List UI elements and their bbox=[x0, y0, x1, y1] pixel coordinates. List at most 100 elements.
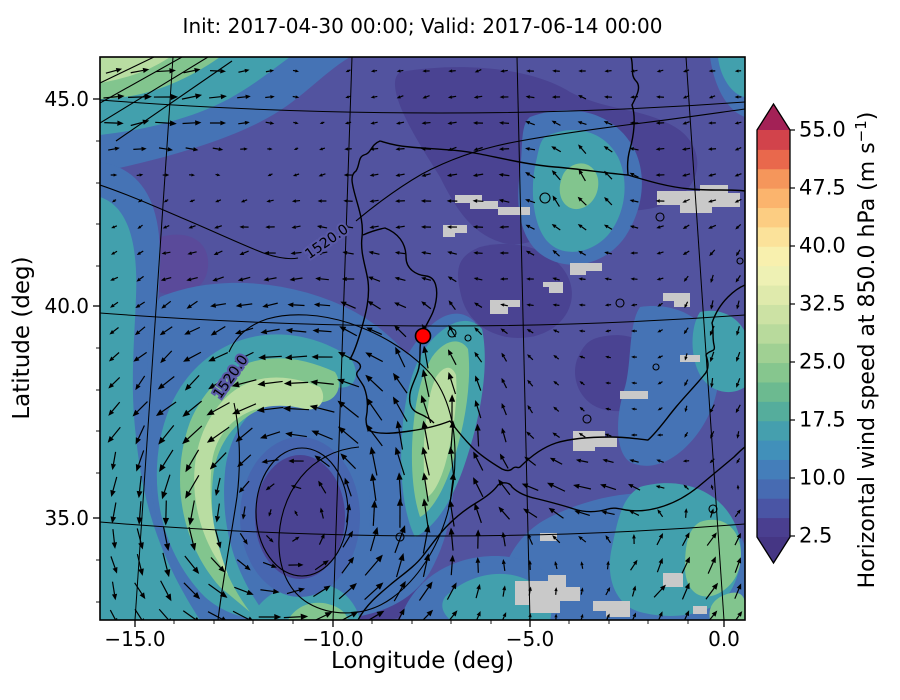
wind-arrow-head bbox=[395, 173, 400, 177]
wind-arrow-shaft bbox=[711, 173, 717, 176]
wind-arrow-shaft bbox=[686, 95, 690, 98]
wind-arrow-shaft bbox=[659, 460, 664, 463]
wind-arrow-shaft bbox=[633, 148, 639, 151]
wind-arrow-head bbox=[551, 170, 557, 176]
wind-arrow-head bbox=[309, 404, 318, 411]
colorbar-band bbox=[757, 323, 790, 344]
wind-arrow-head bbox=[315, 276, 321, 282]
wind-arrow-shaft bbox=[477, 146, 483, 150]
wind-arrow-shaft bbox=[580, 173, 586, 182]
wind-arrow-shaft bbox=[110, 556, 116, 569]
wind-arrow-head bbox=[708, 95, 713, 99]
wind-arrow-head bbox=[369, 173, 375, 177]
wind-arrow-head bbox=[447, 251, 452, 255]
wind-arrow-head bbox=[209, 462, 218, 470]
wind-arrow-head bbox=[350, 611, 359, 618]
wind-arrow-shaft bbox=[529, 148, 536, 151]
wind-arrow-head bbox=[578, 303, 583, 307]
wind-arrow-shaft bbox=[188, 474, 200, 493]
wind-arrow-head bbox=[317, 199, 322, 203]
wind-arrow-shaft bbox=[712, 95, 716, 98]
wind-arrow-head bbox=[472, 199, 478, 203]
wind-arrow-head bbox=[288, 458, 294, 464]
wind-arrow-head bbox=[552, 249, 557, 255]
wind-arrow-head bbox=[322, 560, 329, 566]
wind-arrow-shaft bbox=[348, 121, 352, 124]
wind-arrow-head bbox=[605, 535, 610, 540]
wind-arrow-head bbox=[736, 434, 740, 439]
wind-arrow-shaft bbox=[182, 610, 196, 620]
wind-arrow-head bbox=[684, 408, 688, 413]
wind-arrow-head bbox=[291, 225, 297, 229]
wind-arrow-head bbox=[499, 453, 505, 460]
wind-arrow-head bbox=[735, 356, 740, 362]
wind-arrow-shaft bbox=[215, 303, 227, 306]
wind-arrow-shaft bbox=[371, 453, 378, 476]
wind-arrow-head bbox=[734, 95, 739, 99]
wind-arrow-head bbox=[682, 199, 687, 203]
wind-arrow-shaft bbox=[137, 351, 147, 359]
wind-arrow-head bbox=[736, 583, 742, 590]
wind-field-region bbox=[100, 57, 170, 83]
wind-arrow-shaft bbox=[503, 174, 510, 177]
colorbar-band bbox=[757, 188, 790, 209]
wind-arrow-head bbox=[208, 356, 216, 362]
wind-arrow-head bbox=[421, 301, 427, 306]
wind-arrow-head bbox=[208, 382, 216, 390]
wind-arrow-head bbox=[474, 503, 480, 511]
colorbar-tick-label: 47.5 bbox=[799, 175, 846, 200]
wind-arrow-head bbox=[734, 121, 739, 125]
wind-arrow-head bbox=[734, 147, 739, 151]
wind-field-region bbox=[559, 163, 599, 210]
wind-arrow-head bbox=[580, 561, 584, 566]
wind-arrow-shaft bbox=[209, 96, 221, 99]
wind-arrow-head bbox=[709, 251, 714, 257]
wind-arrow-shaft bbox=[476, 355, 483, 363]
wind-arrow-head bbox=[216, 173, 221, 177]
wind-arrow-head bbox=[422, 95, 427, 99]
wind-arrow-head bbox=[244, 564, 251, 571]
wind-arrow-head bbox=[187, 517, 195, 526]
wind-arrow-shaft bbox=[112, 529, 115, 543]
wind-arrow-shaft bbox=[581, 408, 585, 412]
wind-arrow-shaft bbox=[659, 225, 664, 228]
wind-arrow-shaft bbox=[138, 326, 146, 333]
wind-arrow-shaft bbox=[554, 199, 560, 207]
wind-arrow-head bbox=[631, 381, 635, 385]
wind-arrow-shaft bbox=[214, 452, 227, 465]
wind-arrow-shaft bbox=[633, 460, 639, 463]
wind-arrow-head bbox=[138, 568, 144, 576]
wind-arrow-shaft bbox=[397, 453, 405, 476]
wind-arrow-head bbox=[159, 330, 166, 336]
x-tick-label: −5.0 bbox=[505, 627, 555, 651]
colorbar-label-main: Horizontal wind speed at 850.0 hPa (m s bbox=[855, 142, 881, 589]
wind-arrow-shaft bbox=[369, 533, 376, 552]
wind-arrow-shaft bbox=[711, 325, 715, 332]
wind-arrow-head bbox=[734, 173, 739, 177]
wind-arrow-head bbox=[499, 225, 504, 229]
wind-arrow-head bbox=[285, 327, 293, 334]
wind-arrow-shaft bbox=[165, 276, 172, 280]
wind-arrow-head bbox=[578, 69, 583, 73]
wind-arrow-shaft bbox=[451, 95, 457, 98]
wind-arrow-head bbox=[578, 250, 583, 255]
wind-arrow-shaft bbox=[319, 304, 331, 307]
wind-arrow-head bbox=[632, 559, 638, 566]
wind-arrow-head bbox=[735, 278, 740, 283]
wind-arrow-head bbox=[499, 121, 504, 125]
wind-arrow-shaft bbox=[711, 224, 717, 228]
wind-arrow-shaft bbox=[659, 512, 664, 518]
wind-arrow-head bbox=[318, 480, 323, 487]
wind-arrow-shaft bbox=[182, 122, 196, 125]
wind-arrow-shaft bbox=[242, 480, 250, 490]
colorbar bbox=[756, 102, 795, 565]
wind-arrow-head bbox=[269, 538, 274, 543]
wind-arrow-shaft bbox=[234, 586, 248, 593]
wind-arrow-head bbox=[344, 147, 349, 151]
wind-arrow-shaft bbox=[711, 249, 716, 254]
wind-arrow-shaft bbox=[451, 173, 458, 176]
wind-arrow-shaft bbox=[338, 587, 352, 600]
wind-arrow-head bbox=[235, 302, 242, 308]
wind-arrow-head bbox=[554, 587, 558, 592]
wind-arrow-head bbox=[216, 541, 222, 549]
